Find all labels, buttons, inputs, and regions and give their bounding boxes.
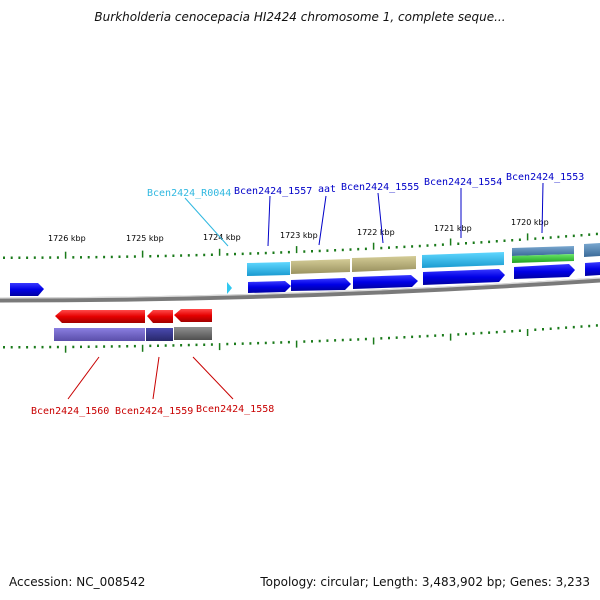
gene-label-bcen2424-1557[interactable]: Bcen2424_1557 <box>234 186 312 197</box>
kbp-label: 1721 kbp <box>434 224 472 233</box>
gene-label-aat[interactable]: aat <box>318 184 336 195</box>
feature-bar[interactable] <box>584 243 600 257</box>
leader-line <box>192 356 234 400</box>
gene-label-bcen2424-1558[interactable]: Bcen2424_1558 <box>196 404 274 415</box>
feature-bar[interactable] <box>54 328 145 341</box>
feature-bar[interactable] <box>422 252 504 268</box>
gene-label-bcen2424-r0044[interactable]: Bcen2424_R0044 <box>147 188 231 199</box>
leader-line <box>67 356 100 400</box>
gene-arrow-bcen2424-1553[interactable] <box>514 264 575 279</box>
feature-bar[interactable] <box>352 256 416 272</box>
gene-arrow-bcen2424-1555[interactable] <box>353 275 418 289</box>
leader-line <box>377 192 384 244</box>
gene-label-bcen2424-1559[interactable]: Bcen2424_1559 <box>115 406 193 417</box>
gene-arrow-bcen2424-1554[interactable] <box>423 269 505 285</box>
gene-arrow-bcen2424-1559[interactable] <box>147 310 173 323</box>
label-leader-lines <box>67 182 544 400</box>
leader-line <box>541 182 544 234</box>
gene-arrow[interactable] <box>585 262 600 276</box>
kbp-label: 1720 kbp <box>511 218 549 227</box>
gene-arrow-aat[interactable] <box>291 278 351 291</box>
gene-arrow-bcen2424-1558[interactable] <box>174 309 212 322</box>
feature-bar[interactable] <box>291 259 350 274</box>
tick-row-outer <box>3 232 598 259</box>
kbp-label: 1722 kbp <box>357 228 395 237</box>
gene-arrow-bcen2424-1560[interactable] <box>55 310 145 323</box>
rna-arrow[interactable] <box>227 282 232 294</box>
minus-strand-features <box>54 327 212 341</box>
feature-bar[interactable] <box>174 327 212 340</box>
leader-line <box>184 197 229 247</box>
gene-arrow-bcen2424-1557[interactable] <box>248 281 291 293</box>
kbp-label: 1723 kbp <box>280 231 318 240</box>
leader-line <box>318 195 327 246</box>
leader-line <box>267 195 271 247</box>
leader-line <box>152 356 160 400</box>
kbp-label: 1726 kbp <box>48 234 86 243</box>
genome-summary-text: Topology: circular; Length: 3,483,902 bp… <box>260 575 590 589</box>
gene-label-bcen2424-1560[interactable]: Bcen2424_1560 <box>31 406 109 417</box>
kbp-label: 1725 kbp <box>126 234 164 243</box>
tick-row-inner <box>3 324 598 353</box>
feature-bar[interactable] <box>247 262 290 276</box>
gene-label-bcen2424-1553[interactable]: Bcen2424_1553 <box>506 172 584 183</box>
plus-strand-features <box>247 243 600 276</box>
gene-arrow[interactable] <box>10 283 44 296</box>
gene-label-bcen2424-1554[interactable]: Bcen2424_1554 <box>424 177 502 188</box>
feature-bar[interactable] <box>146 328 173 341</box>
plus-strand-genes <box>10 262 600 296</box>
genome-backbone <box>0 277 600 303</box>
feature-bar[interactable] <box>512 246 574 256</box>
feature-bar[interactable] <box>512 254 574 263</box>
minus-strand-genes <box>55 309 212 323</box>
genome-backbone-highlight <box>0 277 600 299</box>
accession-text: Accession: NC_008542 <box>9 575 146 589</box>
kbp-label: 1724 kbp <box>203 233 241 242</box>
map-title: Burkholderia cenocepacia HI2424 chromoso… <box>94 10 506 24</box>
gene-label-bcen2424-1555[interactable]: Bcen2424_1555 <box>341 182 419 193</box>
